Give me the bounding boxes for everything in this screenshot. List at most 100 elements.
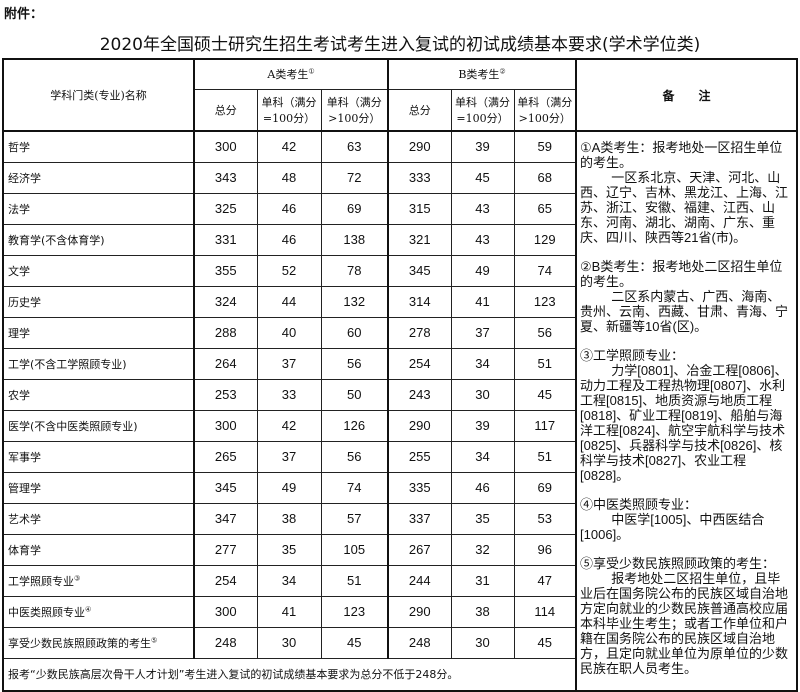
attachment-label: 附件： (4, 7, 44, 22)
score-b-total: 337 (387, 502, 452, 535)
table-row: 教育学(不含体育学) 331 46 138 321 43 129 (2, 223, 797, 256)
subject-name: 工学照顾专业③ (2, 564, 195, 597)
score-a-single-over100: 138 (320, 223, 389, 256)
page-title: 2020年全国硕士研究生招生考试考生进入复试的初试成绩基本要求(学术学位类) (99, 35, 701, 55)
subject-name: 历史学 (2, 285, 195, 318)
notes-cell: ①A类考生：报考地处一区招生单位的考生。 一区系北京、天津、河北、山西、辽宁、吉林… (575, 130, 798, 692)
score-b-single-over100: 53 (513, 502, 577, 535)
subject-name: 军事学 (2, 440, 195, 473)
table-row: 农学 253 33 50 243 30 45 (2, 378, 797, 411)
header-a-single-100: 单科（满分=100分） (256, 88, 322, 132)
score-a-single-over100: 60 (320, 316, 389, 349)
score-b-single-over100: 123 (513, 285, 577, 318)
note-item: ①A类考生：报考地处一区招生单位的考生。 一区系北京、天津、河北、山西、辽宁、吉林… (580, 140, 789, 245)
score-a-total: 325 (193, 192, 258, 225)
subject-name: 工学(不含工学照顾专业) (2, 347, 195, 380)
score-a-single-over100: 123 (320, 595, 389, 628)
score-b-total: 333 (387, 161, 452, 194)
score-b-total: 255 (387, 440, 452, 473)
score-b-total: 267 (387, 533, 452, 566)
score-b-single-100: 35 (450, 502, 515, 535)
score-b-total: 315 (387, 192, 452, 225)
score-a-single-100: 37 (256, 347, 322, 380)
score-a-single-over100: 57 (320, 502, 389, 535)
score-a-total: 248 (193, 626, 258, 659)
note-item: ③工学照顾专业： 力学[0801]、冶金工程[0806]、动力工程及工程热物理[0… (580, 348, 788, 483)
note-item: ②B类考生：报考地处二区招生单位的考生。 二区系内蒙古、广西、海南、贵州、云南、西… (580, 259, 789, 334)
score-b-single-100: 38 (450, 595, 515, 628)
score-b-single-over100: 69 (513, 471, 577, 504)
header-notes: 备 注 (575, 58, 798, 132)
score-a-single-100: 37 (256, 440, 322, 473)
score-a-single-100: 33 (256, 378, 322, 411)
score-b-single-over100: 68 (513, 161, 577, 194)
table-row: 管理学 345 49 74 335 46 69 (2, 471, 797, 504)
score-b-total: 248 (387, 626, 452, 659)
subject-name: 艺术学 (2, 502, 195, 535)
score-a-total: 355 (193, 254, 258, 287)
score-b-single-over100: 117 (513, 409, 577, 442)
score-b-single-over100: 129 (513, 223, 577, 256)
subject-name: 医学(不含中医类照顾专业) (2, 409, 195, 442)
table-row: 理学 288 40 60 278 37 56 (2, 316, 797, 349)
subject-name: 享受少数民族照顾政策的考生⑤ (2, 626, 195, 659)
score-a-single-over100: 78 (320, 254, 389, 287)
table-row: 文学 355 52 78 345 49 74 (2, 254, 797, 287)
score-b-single-100: 41 (450, 285, 515, 318)
subject-name: 农学 (2, 378, 195, 411)
score-b-total: 278 (387, 316, 452, 349)
table-row: 哲学 300 42 63 290 39 59 ①A类考生：报考地处一区招生单位的考生。 一区系北… (2, 130, 798, 692)
score-a-single-100: 38 (256, 502, 322, 535)
subject-name: 哲学 (2, 130, 195, 163)
score-b-single-100: 37 (450, 316, 515, 349)
subject-name: 体育学 (2, 533, 195, 566)
note-item: ④中医类照顾专业： 中医学[1005]、中西医结合[1006]。 (580, 497, 765, 542)
footer-note: 报考“少数民族高层次骨干人才计划”考生进入复试的初试成绩基本要求为总分不低于24… (2, 657, 577, 692)
subject-name: 教育学(不含体育学) (2, 223, 195, 256)
score-b-single-over100: 56 (513, 316, 577, 349)
score-a-single-100: 42 (256, 130, 322, 163)
header-a-total: 总分 (193, 88, 258, 132)
score-a-total: 331 (193, 223, 258, 256)
score-a-total: 264 (193, 347, 258, 380)
table-row: 历史学 324 44 132 314 41 123 (2, 285, 797, 318)
score-b-single-over100: 45 (513, 378, 577, 411)
score-b-single-100: 45 (450, 161, 515, 194)
score-b-single-100: 49 (450, 254, 515, 287)
score-b-single-100: 39 (450, 130, 515, 163)
score-b-single-100: 34 (450, 440, 515, 473)
score-b-single-over100: 59 (513, 130, 577, 163)
table-row: 医学(不含中医类照顾专业) 300 42 126 290 39 117 (2, 409, 797, 442)
score-b-single-100: 46 (450, 471, 515, 504)
score-a-single-over100: 50 (320, 378, 389, 411)
score-a-single-over100: 74 (320, 471, 389, 504)
header-b-single-over100: 单科（满分>100分） (513, 88, 577, 132)
score-a-single-over100: 132 (320, 285, 389, 318)
score-b-total: 314 (387, 285, 452, 318)
header-group-b: B类考生② (387, 58, 577, 90)
score-b-single-over100: 65 (513, 192, 577, 225)
header-b-total: 总分 (387, 88, 452, 132)
subject-name: 文学 (2, 254, 195, 287)
score-b-total: 321 (387, 223, 452, 256)
score-a-single-100: 41 (256, 595, 322, 628)
score-a-total: 343 (193, 161, 258, 194)
score-b-total: 290 (387, 409, 452, 442)
score-a-total: 324 (193, 285, 258, 318)
header-name-col: 学科门类(专业)名称 (2, 58, 195, 132)
subject-name: 管理学 (2, 471, 195, 504)
header-a-single-over100: 单科（满分>100分） (320, 88, 389, 132)
score-a-total: 300 (193, 409, 258, 442)
score-b-single-100: 39 (450, 409, 515, 442)
score-a-single-100: 48 (256, 161, 322, 194)
subject-name: 理学 (2, 316, 195, 349)
score-a-total: 300 (193, 130, 258, 163)
score-b-single-over100: 114 (513, 595, 577, 628)
score-b-single-over100: 51 (513, 440, 577, 473)
table-row: 艺术学 347 38 57 337 35 53 (2, 502, 797, 535)
score-a-total: 277 (193, 533, 258, 566)
score-b-total: 345 (387, 254, 452, 287)
score-a-single-over100: 56 (320, 347, 389, 380)
score-b-total: 290 (387, 130, 452, 163)
note-item: ⑤享受少数民族照顾政策的考生： 报考地处二区招生单位，且毕业后在国务院公布的民族区… (580, 556, 789, 676)
